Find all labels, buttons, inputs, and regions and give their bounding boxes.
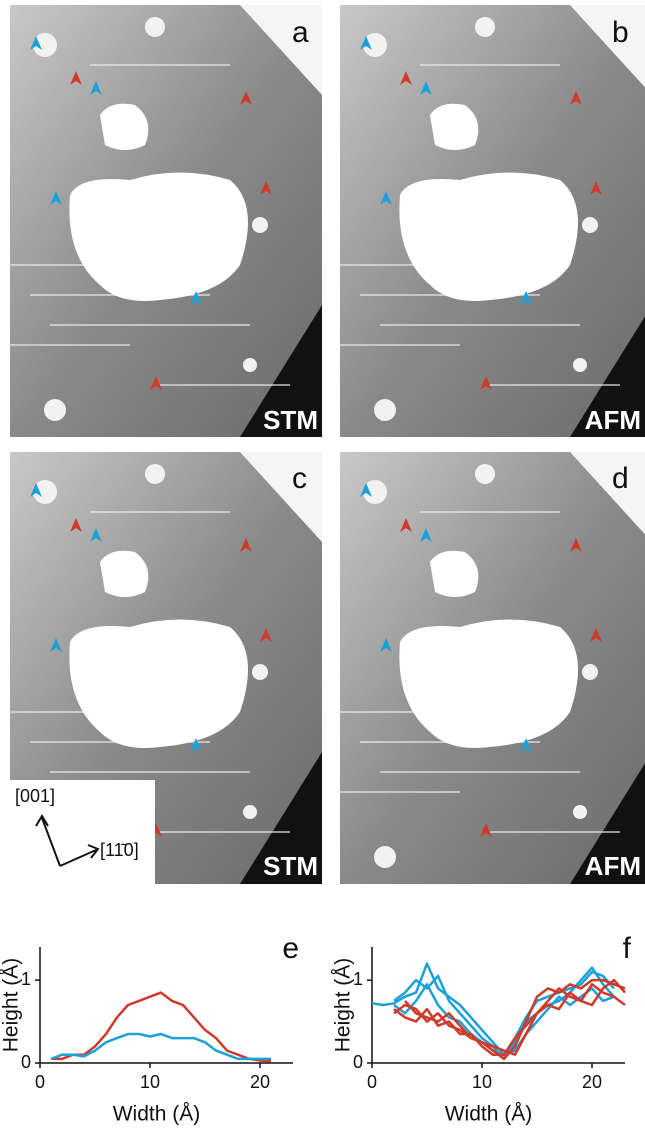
technique-label: STM [263,405,318,435]
x-axis-label: Width (Å) [113,1103,201,1126]
direction-label: [001] [15,786,55,806]
x-tick-label: 0 [367,1072,377,1092]
image-a [10,5,322,437]
panel-label: f [623,932,632,965]
y-tick-label: 0 [21,1052,31,1072]
x-tick-label: 10 [472,1072,492,1092]
x-tick-label: 10 [140,1072,160,1092]
panel-label: e [282,932,299,965]
panel-label: d [612,462,629,495]
y-axis-label: Height (Å) [332,958,355,1053]
figure: a b c d STM AFM STM AFM [001] [11̄0] e 0 1… [0,0,645,1140]
technique-label: AFM [585,405,641,435]
data-line [394,968,614,1059]
panel-label: b [612,16,629,49]
x-axis-label: Width (Å) [445,1103,533,1126]
y-axis-label: Height (Å) [0,958,23,1053]
panel-label: c [292,462,307,495]
y-tick-label: 0 [353,1052,363,1072]
image-b [340,5,645,437]
image-d [340,452,645,884]
x-tick-label: 20 [582,1072,602,1092]
x-tick-label: 20 [250,1072,270,1092]
x-tick-label: 0 [35,1072,45,1092]
direction-label: [11̄0] [100,840,139,860]
technique-label: AFM [585,851,641,881]
technique-label: STM [263,851,318,881]
data-line [51,993,271,1062]
panel-label: a [292,16,309,49]
data-line [394,984,614,1054]
